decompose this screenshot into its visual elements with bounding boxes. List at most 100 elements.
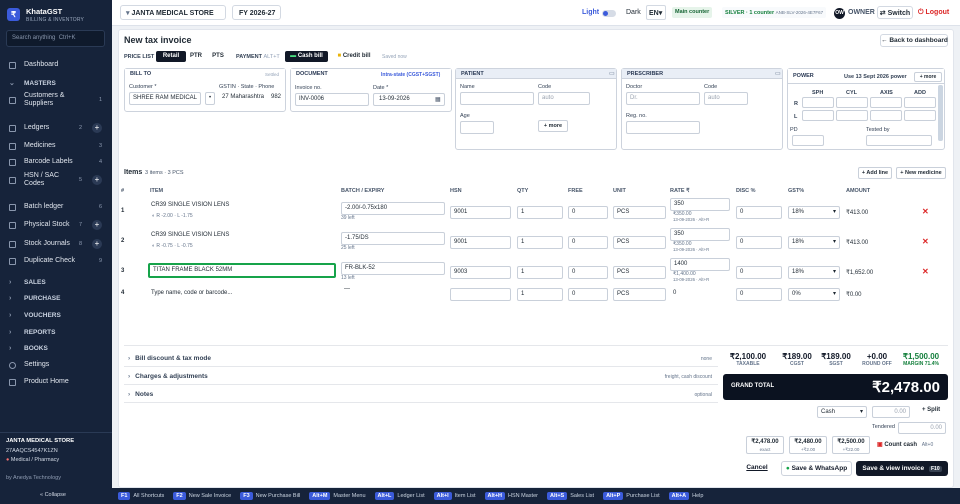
tested-by-input[interactable] bbox=[866, 135, 932, 146]
sidebar-item-0[interactable]: Customers & Suppliers 1 bbox=[0, 92, 112, 108]
gst-select[interactable]: 0% ▾ bbox=[788, 288, 840, 301]
batch-input[interactable]: FR-BLK-52 bbox=[341, 262, 445, 275]
patient-more-button[interactable]: + more bbox=[538, 120, 568, 132]
collapse-button[interactable]: « Collapse bbox=[40, 492, 66, 498]
batch-input[interactable]: — bbox=[341, 284, 445, 297]
fy-selector[interactable]: FY 2026-27 bbox=[232, 5, 281, 20]
disc-input[interactable]: 0 bbox=[736, 236, 782, 249]
invoice-no-input[interactable]: INV-0006 bbox=[295, 93, 369, 106]
axis-r-input[interactable] bbox=[870, 97, 902, 108]
pd-input[interactable] bbox=[792, 135, 824, 146]
accordion-0[interactable]: › Bill discount & tax mode bbox=[124, 352, 712, 366]
hsn-input[interactable]: 9003 bbox=[450, 266, 511, 279]
item-name-input[interactable]: CR39 SINGLE VISION LENS bbox=[148, 230, 336, 243]
split-button[interactable]: + Split bbox=[922, 407, 941, 413]
save-view-invoice-button[interactable]: Save & view invoice F10 bbox=[856, 461, 948, 476]
shortcut-key[interactable]: F1 bbox=[118, 492, 131, 500]
cyl-l-input[interactable] bbox=[836, 110, 868, 121]
free-input[interactable]: 0 bbox=[568, 236, 608, 249]
free-input[interactable]: 0 bbox=[568, 266, 608, 279]
shortcut-key[interactable]: Alt+I bbox=[433, 492, 452, 500]
shortcut-key[interactable]: Alt+L bbox=[374, 492, 395, 500]
date-input[interactable]: 13-09-2026 bbox=[373, 93, 445, 106]
sidebar-item-settings[interactable]: Settings bbox=[0, 357, 112, 373]
gst-select[interactable]: 18% ▾ bbox=[788, 266, 840, 279]
sidebar-section-4[interactable]: › BOOKS bbox=[0, 341, 112, 355]
power-more-button[interactable]: + more bbox=[914, 72, 942, 82]
gst-select[interactable]: 18% ▾ bbox=[788, 236, 840, 249]
hsn-input[interactable]: 9001 bbox=[450, 206, 511, 219]
sidebar-section-masters[interactable]: ⌄ MASTERS bbox=[0, 76, 112, 90]
cash-bill-button[interactable]: ▬ Cash bill bbox=[285, 51, 328, 62]
accordion-1[interactable]: › Charges & adjustments bbox=[124, 370, 712, 384]
shortcut-key[interactable]: Alt+P bbox=[603, 492, 624, 500]
remove-row-icon[interactable]: ✕ bbox=[922, 267, 929, 276]
shortcut-label[interactable]: All Shortcuts bbox=[133, 493, 165, 499]
batch-input[interactable]: -2.00/-0.75x180 bbox=[341, 202, 445, 215]
item-search-input[interactable]: Type name, code or barcode... bbox=[148, 288, 336, 301]
back-to-dashboard-button[interactable]: ← Back to dashboard bbox=[880, 34, 948, 47]
quick-amount-button[interactable]: ₹2,478.00 exact bbox=[746, 436, 784, 454]
sidebar-item-8[interactable]: Duplicate Check 9 bbox=[0, 253, 112, 269]
sidebar-item-product-home[interactable]: Product Home bbox=[0, 374, 112, 390]
patient-age-input[interactable] bbox=[460, 121, 494, 134]
shortcut-label[interactable]: Sales List bbox=[570, 493, 595, 499]
rate-input[interactable]: 1400 bbox=[670, 258, 730, 271]
add-icon[interactable]: + bbox=[92, 123, 102, 133]
price-list-pts[interactable]: PTS bbox=[212, 53, 224, 59]
sidebar-item-4[interactable]: HSN / SAC Codes 5 + bbox=[0, 172, 112, 188]
item-name-input[interactable]: TITAN FRAME BLACK 52MM bbox=[148, 263, 336, 278]
add-r-input[interactable] bbox=[904, 97, 936, 108]
calendar-icon[interactable]: ▦ bbox=[435, 97, 441, 103]
shortcut-label[interactable]: Help bbox=[692, 493, 704, 499]
shortcut-key[interactable]: Alt+S bbox=[546, 492, 568, 500]
patient-code-input[interactable]: auto bbox=[538, 92, 590, 105]
qty-input[interactable]: 1 bbox=[517, 266, 563, 279]
sidebar-section-1[interactable]: › PURCHASE bbox=[0, 291, 112, 305]
accordion-2[interactable]: › Notes bbox=[124, 388, 712, 402]
free-input[interactable]: 0 bbox=[568, 288, 608, 301]
unit-input[interactable]: PCS bbox=[613, 266, 666, 279]
hsn-input[interactable]: 9001 bbox=[450, 236, 511, 249]
shortcut-key[interactable]: Alt+A bbox=[668, 492, 690, 500]
prescriber-code-input[interactable]: auto bbox=[704, 92, 748, 105]
add-line-button[interactable]: + Add line bbox=[858, 167, 892, 179]
price-list-ptr[interactable]: PTR bbox=[190, 53, 202, 59]
sidebar-section-0[interactable]: › SALES bbox=[0, 275, 112, 289]
payment-amount-input[interactable]: 0.00 bbox=[872, 406, 910, 418]
sidebar-item-dashboard[interactable]: Dashboard bbox=[0, 57, 112, 73]
reg-no-input[interactable] bbox=[626, 121, 700, 134]
shortcut-key[interactable]: Alt+M bbox=[309, 492, 331, 500]
gst-select[interactable]: 18% ▾ bbox=[788, 206, 840, 219]
shortcut-label[interactable]: New Sale Invoice bbox=[188, 493, 232, 499]
sidebar-search[interactable]: Search anything Ctrl+K bbox=[6, 30, 105, 47]
unit-input[interactable]: PCS bbox=[613, 206, 666, 219]
customer-input[interactable]: SHREE RAM MEDICAL bbox=[129, 92, 201, 105]
avatar[interactable]: OW bbox=[834, 8, 845, 19]
switch-button[interactable]: ⇄ Switch bbox=[877, 6, 913, 19]
theme-light[interactable]: Light bbox=[582, 9, 600, 16]
axis-l-input[interactable] bbox=[870, 110, 902, 121]
remove-row-icon[interactable]: ✕ bbox=[922, 237, 929, 246]
theme-dark[interactable]: Dark bbox=[626, 9, 641, 16]
shortcut-key[interactable]: F3 bbox=[240, 492, 253, 500]
sidebar-item-3[interactable]: Barcode Labels 4 bbox=[0, 154, 112, 170]
sidebar-item-5[interactable]: Batch ledger 6 bbox=[0, 199, 112, 215]
free-input[interactable]: 0 bbox=[568, 206, 608, 219]
credit-bill-button[interactable]: ■ Credit bill bbox=[332, 51, 376, 62]
disc-input[interactable]: 0 bbox=[736, 288, 782, 301]
add-icon[interactable]: + bbox=[92, 220, 102, 230]
unit-input[interactable]: PCS bbox=[613, 288, 666, 301]
rate-input[interactable]: 350 bbox=[670, 228, 730, 241]
customer-menu-button[interactable]: • bbox=[205, 92, 215, 105]
shortcut-label[interactable]: New Purchase Bill bbox=[255, 493, 301, 499]
cancel-button[interactable]: Cancel bbox=[742, 461, 772, 476]
sidebar-section-3[interactable]: › REPORTS bbox=[0, 325, 112, 339]
power-scrollbar[interactable] bbox=[938, 85, 943, 141]
shortcut-label[interactable]: Item List bbox=[454, 493, 476, 499]
quick-amount-button[interactable]: ₹2,480.00 +₹2.00 bbox=[789, 436, 827, 454]
sidebar-section-2[interactable]: › VOUCHERS bbox=[0, 308, 112, 322]
rate-input[interactable]: 0 bbox=[670, 288, 730, 301]
qty-input[interactable]: 1 bbox=[517, 236, 563, 249]
sidebar-item-6[interactable]: Physical Stock 7 + bbox=[0, 217, 112, 233]
